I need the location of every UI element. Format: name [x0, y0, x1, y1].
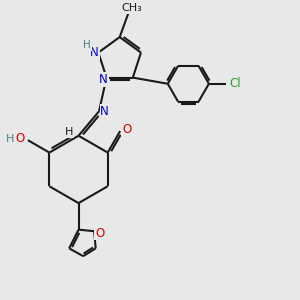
- Text: H: H: [65, 127, 74, 137]
- Text: Cl: Cl: [229, 77, 241, 90]
- Text: H: H: [6, 134, 14, 144]
- Text: O: O: [16, 132, 25, 145]
- Text: CH₃: CH₃: [121, 3, 142, 14]
- Text: O: O: [95, 226, 104, 240]
- Text: N: N: [90, 46, 99, 59]
- Text: O: O: [122, 123, 131, 136]
- Text: H: H: [83, 40, 91, 50]
- Text: N: N: [99, 73, 108, 86]
- Text: N: N: [100, 105, 109, 118]
